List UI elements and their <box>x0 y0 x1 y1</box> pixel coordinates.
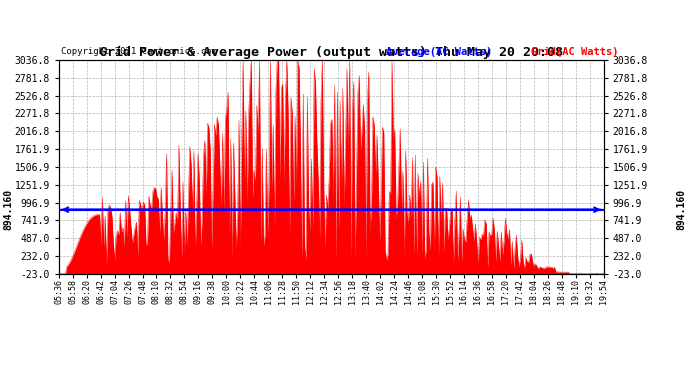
Text: 894.160: 894.160 <box>677 189 687 230</box>
Title: Grid Power & Average Power (output watts) Thu May 20 20:08: Grid Power & Average Power (output watts… <box>99 46 563 59</box>
Text: Average(AC Watts): Average(AC Watts) <box>386 47 493 57</box>
Text: Grid(AC Watts): Grid(AC Watts) <box>531 47 619 57</box>
Text: Copyright 2021 Cartronics.com: Copyright 2021 Cartronics.com <box>61 47 217 56</box>
Text: 894.160: 894.160 <box>3 189 13 230</box>
